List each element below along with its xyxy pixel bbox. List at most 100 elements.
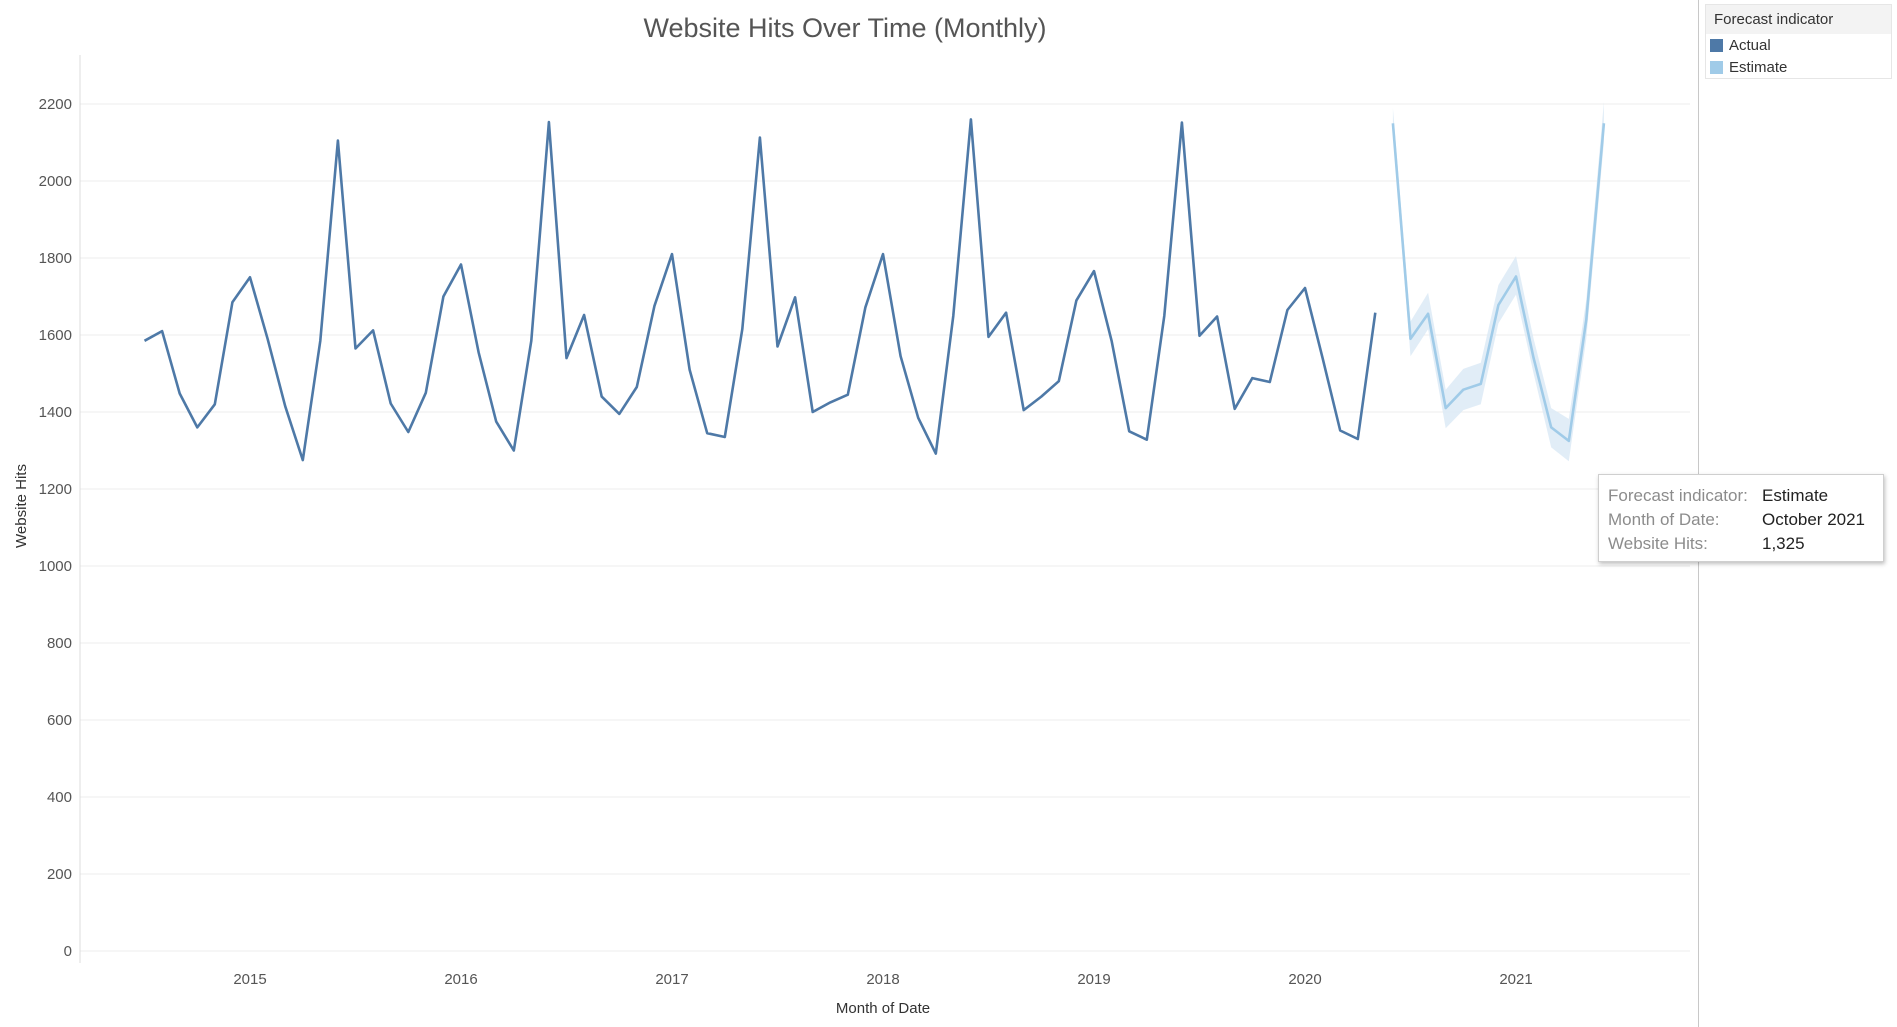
- actual-series-line-point[interactable]: [688, 368, 692, 372]
- actual-series-line-point[interactable]: [1338, 429, 1342, 433]
- tooltip-value: October 2021: [1762, 510, 1866, 529]
- actual-series-line-point[interactable]: [266, 337, 270, 341]
- actual-series-line-point[interactable]: [899, 354, 903, 358]
- actual-series-line-point[interactable]: [916, 416, 920, 420]
- actual-series-line-point[interactable]: [529, 339, 533, 343]
- estimate-series-line-point[interactable]: [1444, 406, 1448, 410]
- actual-series-line-point[interactable]: [1268, 380, 1272, 384]
- actual-series-line-point[interactable]: [811, 410, 815, 414]
- actual-series-line-point[interactable]: [670, 252, 674, 256]
- actual-series-line-point[interactable]: [195, 425, 199, 429]
- actual-series-line-point[interactable]: [969, 117, 973, 121]
- actual-series-line-point[interactable]: [776, 345, 780, 349]
- actual-series-line-point[interactable]: [354, 347, 358, 351]
- actual-series-line-point[interactable]: [1233, 407, 1237, 411]
- actual-series-line-point[interactable]: [1303, 286, 1307, 290]
- legend-item-estimate[interactable]: Estimate: [1706, 56, 1891, 78]
- actual-series-line-point[interactable]: [652, 304, 656, 308]
- estimate-series-line-point[interactable]: [1426, 312, 1430, 316]
- actual-series-line-point[interactable]: [635, 385, 639, 389]
- estimate-series-line-point[interactable]: [1602, 121, 1606, 125]
- estimate-series-line-point[interactable]: [1391, 121, 1395, 125]
- estimate-series-line-point[interactable]: [1409, 337, 1413, 341]
- actual-series-line-point[interactable]: [951, 314, 955, 318]
- actual-series-line-point[interactable]: [1373, 311, 1377, 315]
- actual-series-line-point[interactable]: [863, 305, 867, 309]
- estimate-series-line-point[interactable]: [1479, 382, 1483, 386]
- actual-series-line-point[interactable]: [1215, 315, 1219, 319]
- estimate-series-line-point[interactable]: [1496, 303, 1500, 307]
- actual-series-line-point[interactable]: [213, 402, 217, 406]
- actual-series-line-point[interactable]: [705, 431, 709, 435]
- actual-series-line-point[interactable]: [336, 139, 340, 143]
- actual-series-line-point[interactable]: [424, 391, 428, 395]
- y-tick-label: 600: [47, 712, 72, 729]
- actual-series-line-point[interactable]: [178, 392, 182, 396]
- actual-series-line-point[interactable]: [565, 356, 569, 360]
- actual-series-line-point[interactable]: [441, 295, 445, 299]
- actual-series-line-point[interactable]: [283, 404, 287, 408]
- actual-series-line-point[interactable]: [301, 458, 305, 462]
- actual-series-line-point[interactable]: [230, 300, 234, 304]
- actual-series-line-point[interactable]: [1127, 429, 1131, 433]
- estimate-series-line: [1391, 123, 1606, 443]
- estimate-series-line-point[interactable]: [1532, 356, 1536, 360]
- actual-series-line-point[interactable]: [828, 400, 832, 404]
- actual-series-line-point[interactable]: [1092, 269, 1096, 273]
- actual-series-line-point[interactable]: [1022, 408, 1026, 412]
- actual-series-line-point[interactable]: [248, 275, 252, 279]
- actual-series-line-point[interactable]: [1321, 356, 1325, 360]
- legend-swatch-actual: [1710, 38, 1723, 52]
- estimate-series-line-point[interactable]: [1514, 275, 1518, 279]
- actual-series-line-point[interactable]: [143, 339, 147, 343]
- estimate-series-line-point[interactable]: [1584, 318, 1588, 322]
- actual-series-line-point[interactable]: [1074, 298, 1078, 302]
- actual-series-line-point[interactable]: [617, 412, 621, 416]
- legend-item-actual[interactable]: Actual: [1706, 34, 1891, 56]
- actual-series-line-point[interactable]: [934, 452, 938, 456]
- actual-series-line-point[interactable]: [547, 120, 551, 124]
- actual-series-line-point[interactable]: [881, 252, 885, 256]
- estimate-series-line-point[interactable]: [1549, 425, 1553, 429]
- actual-series-line-point[interactable]: [1057, 379, 1061, 383]
- actual-series-line-point[interactable]: [1250, 376, 1254, 380]
- forecast-confidence-band: [1392, 102, 1604, 462]
- actual-series-line-point[interactable]: [160, 329, 164, 333]
- y-tick-label: 0: [64, 943, 72, 960]
- estimate-series-line-point[interactable]: [1567, 439, 1571, 443]
- actual-series-line-point[interactable]: [371, 328, 375, 332]
- actual-series-line-point[interactable]: [1145, 438, 1149, 442]
- x-tick-label: 2015: [233, 971, 266, 988]
- actual-series-line-point[interactable]: [600, 395, 604, 399]
- actual-series-line-point[interactable]: [1110, 339, 1114, 343]
- actual-series-line-point[interactable]: [723, 435, 727, 439]
- actual-series-line-point[interactable]: [1285, 308, 1289, 312]
- actual-series-line-point[interactable]: [459, 263, 463, 267]
- actual-series-line-point[interactable]: [793, 295, 797, 299]
- actual-series-line-point[interactable]: [582, 313, 586, 317]
- actual-series-line-point[interactable]: [987, 335, 991, 339]
- y-tick-label: 1200: [39, 481, 72, 498]
- actual-series-line-point[interactable]: [1198, 334, 1202, 338]
- actual-series-line-point[interactable]: [758, 136, 762, 140]
- y-tick-label: 1000: [39, 558, 72, 575]
- tooltip-key: Forecast indicator:: [1608, 486, 1748, 505]
- x-axis: 2015 2016 2017 2018 2019 2020 2021: [233, 971, 1532, 988]
- actual-series-line-point[interactable]: [389, 402, 393, 406]
- actual-series-line-point[interactable]: [1004, 311, 1008, 315]
- actual-series-line-point[interactable]: [740, 327, 744, 331]
- actual-series-line-point[interactable]: [494, 420, 498, 424]
- legend-label-estimate: Estimate: [1729, 58, 1788, 76]
- actual-series-line-point[interactable]: [1039, 395, 1043, 399]
- x-axis-label: Month of Date: [836, 1000, 930, 1017]
- actual-series-line-point[interactable]: [477, 350, 481, 354]
- actual-series-line-point[interactable]: [846, 393, 850, 397]
- actual-series-line-point[interactable]: [1356, 437, 1360, 441]
- estimate-series-line-point[interactable]: [1461, 388, 1465, 392]
- actual-series-line-point[interactable]: [1162, 314, 1166, 318]
- x-tick-label: 2018: [866, 971, 899, 988]
- actual-series-line-point[interactable]: [512, 449, 516, 453]
- actual-series-line-point[interactable]: [318, 339, 322, 343]
- actual-series-line-point[interactable]: [1180, 121, 1184, 125]
- actual-series-line-point[interactable]: [406, 430, 410, 434]
